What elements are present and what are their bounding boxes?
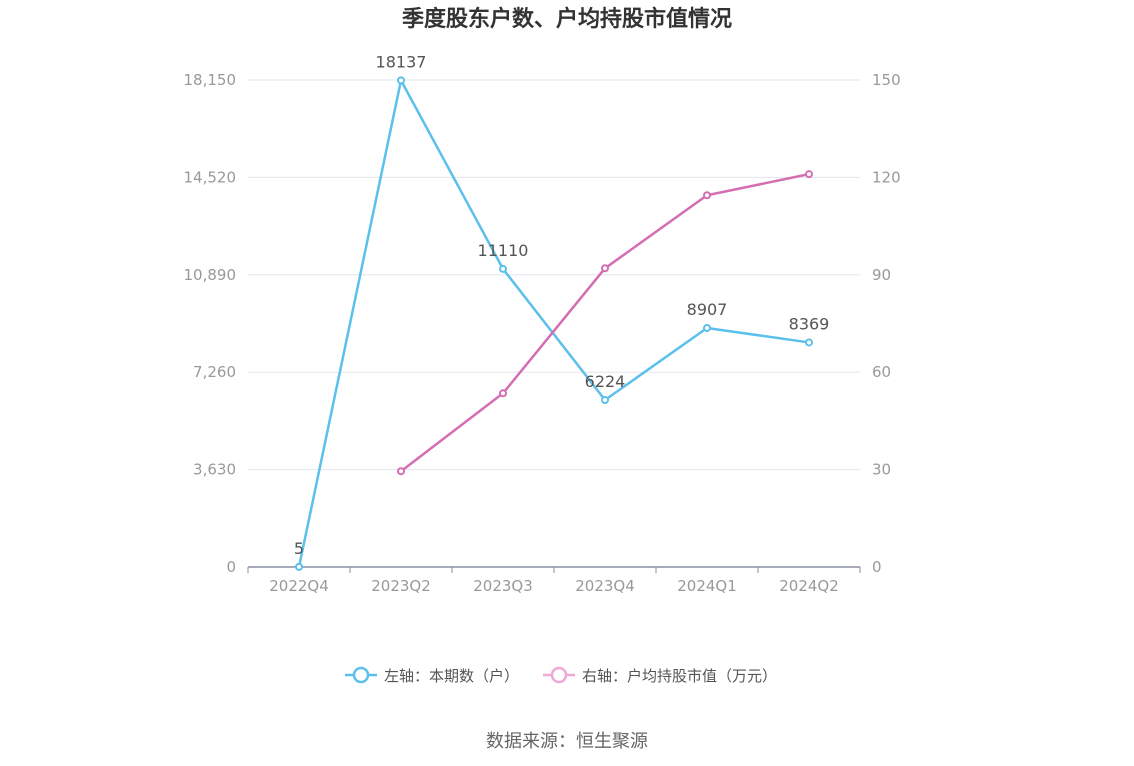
data-label: 8907 [687, 300, 728, 319]
grid-lines [248, 79, 860, 471]
series-line [400, 172, 810, 473]
data-label: 6224 [585, 372, 626, 391]
right-axis-ticks: 0 30 60 90 120 150 [872, 71, 901, 576]
data-label: 8369 [789, 314, 830, 333]
right-tick-label: 150 [872, 71, 901, 89]
right-tick-label: 90 [872, 266, 891, 284]
series-point [295, 562, 303, 571]
series-point [703, 324, 711, 333]
left-tick-label: 14,520 [184, 168, 237, 186]
left-tick-label: 7,260 [193, 363, 236, 381]
left-tick-label: 18,150 [184, 71, 237, 89]
series-point [499, 389, 507, 398]
x-tick-label: 2023Q2 [371, 577, 431, 595]
legend-item-left[interactable]: 左轴：本期数（户） [345, 666, 519, 685]
left-tick-label: 3,630 [193, 461, 236, 479]
right-tick-label: 30 [872, 461, 891, 479]
x-tick-label: 2024Q1 [677, 577, 737, 595]
data-label: 5 [294, 539, 304, 558]
series-line [297, 79, 810, 568]
chart-title: 季度股东户数、户均持股市值情况 [402, 6, 732, 32]
legend-right-label: 右轴：户均持股市值（万元） [582, 667, 777, 685]
left-tick-label: 10,890 [184, 266, 237, 284]
legend-left-circle-icon [352, 666, 370, 684]
series-point [805, 170, 813, 179]
x-tick-label: 2024Q2 [779, 577, 839, 595]
legend: 左轴：本期数（户） 右轴：户均持股市值（万元） [345, 666, 777, 685]
legend-item-right[interactable]: 右轴：户均持股市值（万元） [543, 666, 777, 685]
legend-left-label: 左轴：本期数（户） [384, 667, 519, 685]
source-note: 数据来源：恒生聚源 [486, 731, 648, 752]
right-tick-label: 120 [872, 168, 901, 186]
series-point [601, 395, 609, 404]
x-tick-label: 2023Q3 [473, 577, 533, 595]
series-point [397, 76, 405, 85]
data-label: 18137 [376, 52, 427, 71]
series-1 [397, 170, 813, 476]
x-axis-ticks: 2022Q4 2023Q2 2023Q3 2023Q4 2024Q1 2024Q2 [247, 567, 861, 595]
x-tick-label: 2022Q4 [269, 577, 329, 595]
right-tick-label: 0 [872, 558, 882, 576]
series-point [703, 191, 711, 200]
left-axis-ticks: 0 3,630 7,260 10,890 14,520 18,150 [184, 71, 237, 576]
series-0: 5 18137 11110 6224 8907 8369 [294, 52, 830, 571]
series-layer: 5 18137 11110 6224 8907 8369 [294, 52, 830, 571]
series-point [397, 467, 405, 476]
x-tick-label: 2023Q4 [575, 577, 635, 595]
data-label: 11110 [478, 241, 529, 260]
series-point [499, 264, 507, 273]
series-point [805, 338, 813, 347]
series-point [601, 264, 609, 273]
left-tick-label: 0 [226, 558, 236, 576]
legend-right-circle-icon [550, 666, 568, 684]
right-tick-label: 60 [872, 363, 891, 381]
